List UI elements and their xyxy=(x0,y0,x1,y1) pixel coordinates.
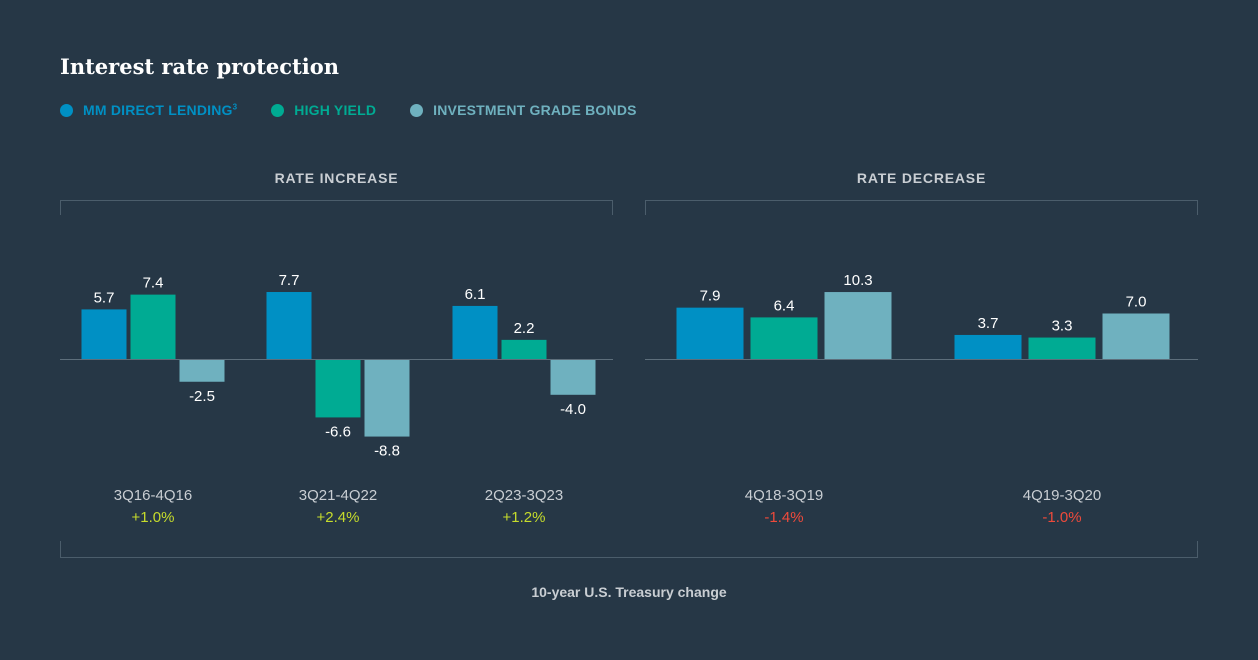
bar xyxy=(130,294,176,359)
panel-bracket xyxy=(645,200,1198,215)
data-label: 6.1 xyxy=(465,286,486,303)
bar xyxy=(315,360,361,418)
legend-dot-icon xyxy=(271,103,285,117)
category-label: 2Q23-3Q23 xyxy=(485,487,563,504)
bar xyxy=(266,292,312,359)
treasury-change-label: +2.4% xyxy=(317,509,360,526)
data-label: 3.7 xyxy=(978,315,999,332)
bar xyxy=(364,360,410,437)
legend-dot-icon xyxy=(60,103,73,117)
treasury-change-label: +1.2% xyxy=(503,509,546,526)
bar xyxy=(179,360,225,382)
treasury-change-label: +1.0% xyxy=(132,509,175,526)
panel-title: RATE INCREASE xyxy=(275,170,399,186)
category-label: 3Q16-4Q16 xyxy=(114,487,192,504)
bar xyxy=(452,305,498,359)
category-label: 4Q18-3Q19 xyxy=(745,487,823,504)
chart-title: Interest rate protection xyxy=(60,54,340,79)
data-label: 7.4 xyxy=(143,275,164,292)
legend-label: MM DIRECT LENDING3 xyxy=(83,102,238,118)
bar xyxy=(676,307,744,359)
bar xyxy=(824,292,892,359)
treasury-change-label: -1.0% xyxy=(1042,509,1081,526)
data-label: -6.6 xyxy=(325,423,351,440)
data-label: 7.0 xyxy=(1126,294,1147,311)
legend: MM DIRECT LENDING3 HIGH YIELD INVESTMENT… xyxy=(60,102,671,118)
data-label: 2.2 xyxy=(514,320,535,337)
bar xyxy=(81,309,127,359)
treasury-change-label: -1.4% xyxy=(764,509,803,526)
bottom-bracket xyxy=(60,541,1198,558)
panel-title: RATE DECREASE xyxy=(857,170,986,186)
category-label: 4Q19-3Q20 xyxy=(1023,487,1101,504)
legend-dot-icon xyxy=(410,103,424,117)
legend-item-investment-grade-bonds: INVESTMENT GRADE BONDS xyxy=(410,102,637,118)
legend-label: INVESTMENT GRADE BONDS xyxy=(433,102,637,118)
data-label: -2.5 xyxy=(189,388,215,405)
panel-bracket xyxy=(60,200,613,215)
data-label: 7.7 xyxy=(279,272,300,289)
legend-label: HIGH YIELD xyxy=(294,102,377,118)
legend-item-mm-direct-lending: MM DIRECT LENDING3 xyxy=(60,102,237,118)
bar xyxy=(1028,337,1096,359)
legend-item-high-yield: HIGH YIELD xyxy=(271,102,376,118)
x-axis-label: 10-year U.S. Treasury change xyxy=(531,584,727,600)
data-label: 6.4 xyxy=(774,297,795,314)
bar xyxy=(550,360,596,395)
data-label: 3.3 xyxy=(1052,318,1073,335)
data-label: 10.3 xyxy=(843,272,872,289)
category-label: 3Q21-4Q22 xyxy=(299,487,377,504)
data-label: -8.8 xyxy=(374,443,400,460)
bar xyxy=(750,317,818,359)
bar xyxy=(501,339,547,359)
data-label: 5.7 xyxy=(94,289,115,306)
data-label: -4.0 xyxy=(560,401,586,418)
bar xyxy=(1102,313,1170,359)
bar xyxy=(954,334,1022,359)
data-label: 7.9 xyxy=(700,288,721,305)
